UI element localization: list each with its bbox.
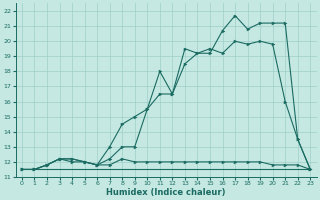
X-axis label: Humidex (Indice chaleur): Humidex (Indice chaleur) (106, 188, 226, 197)
